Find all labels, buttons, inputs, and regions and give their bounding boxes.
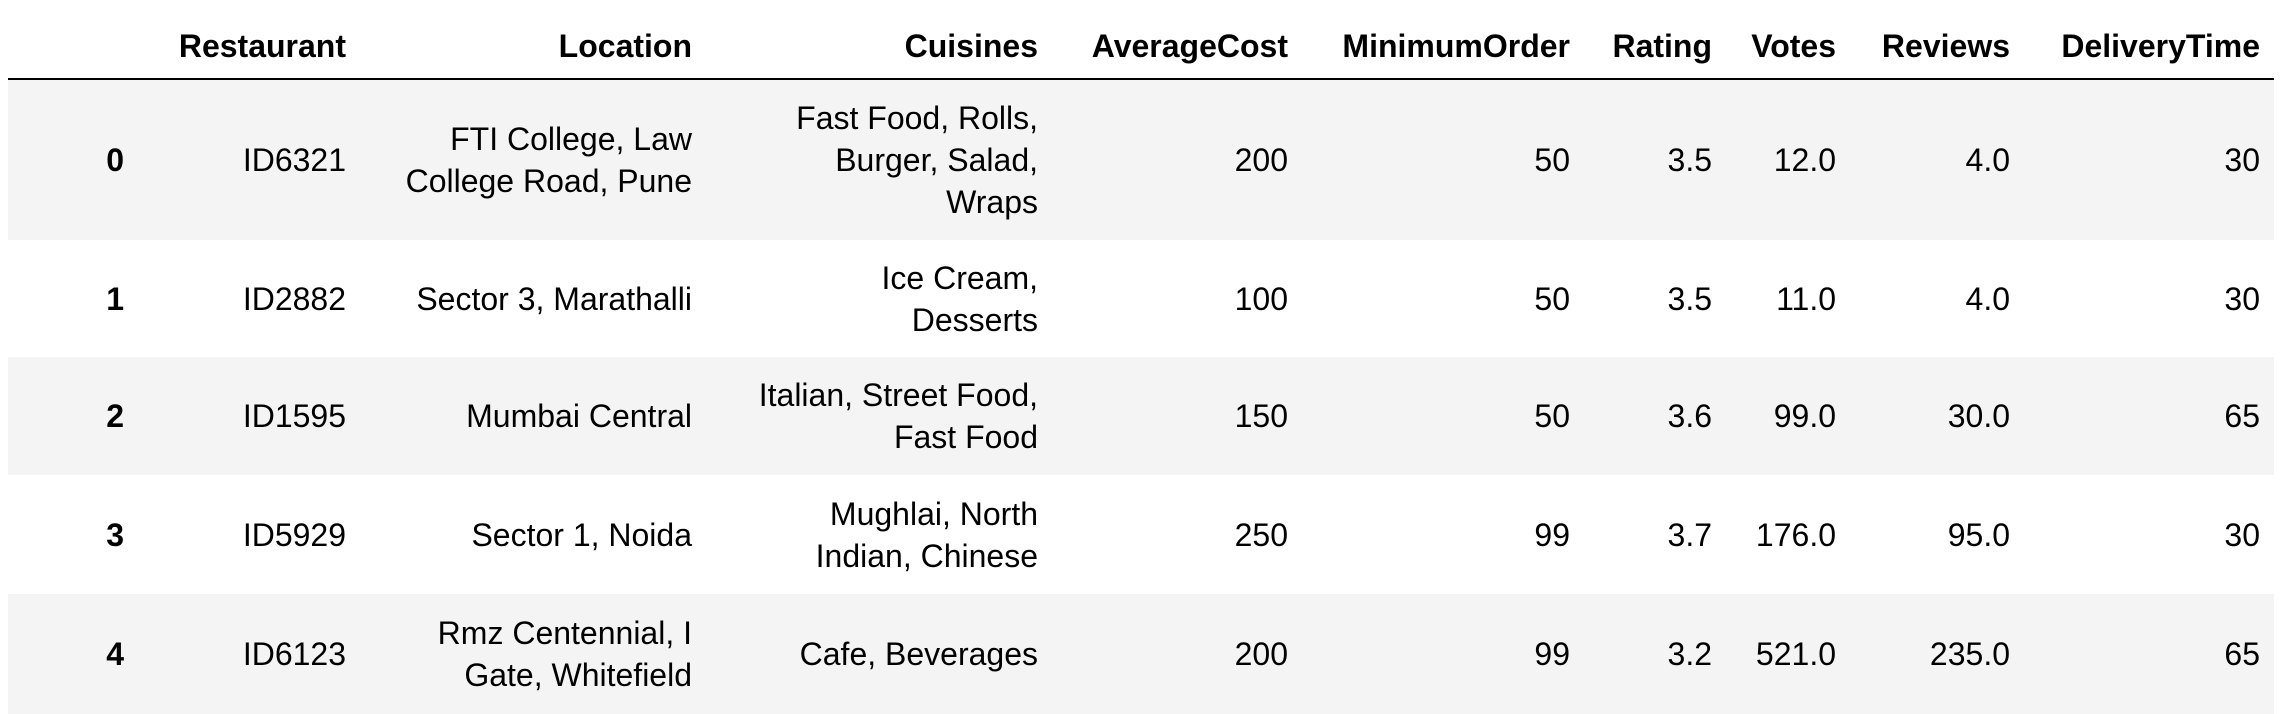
column-header-cuisines: Cuisines (706, 14, 1052, 80)
votes-cell: 99.0 (1773, 398, 1836, 434)
reviews-cell: 30.0 (1947, 398, 2010, 434)
restaurant-cell: ID2882 (242, 280, 346, 317)
location-cell: Mumbai Central (360, 357, 706, 475)
cuisines-line: Italian, Street Food, (758, 377, 1038, 413)
column-header-votes: Votes (1726, 14, 1850, 80)
location-line: Rmz Centennial, I (437, 615, 692, 651)
deliverytime-cell: 65 (2224, 636, 2260, 672)
cuisines-cell: Mughlai, North Indian, Chinese (706, 475, 1052, 594)
index-header (8, 14, 124, 80)
restaurant-cell: ID1595 (242, 398, 346, 434)
location-cell: Sector 1, Noida (360, 475, 706, 594)
cuisines-cell: Fast Food, Rolls, Burger, Salad, Wraps (706, 79, 1052, 240)
header-row: Restaurant Location Cuisines AverageCost… (8, 14, 2274, 80)
averagecost-cell: 200 (1234, 142, 1288, 178)
minimumorder-cell: 50 (1534, 280, 1570, 317)
averagecost-cell: 150 (1234, 398, 1288, 434)
table-row: 3 ID5929 Sector 1, Noida Mughlai, North I… (8, 475, 2274, 594)
cuisines-line: Ice Cream, (881, 259, 1038, 296)
votes-cell: 176.0 (1755, 516, 1836, 553)
reviews-cell: 4.0 (1965, 280, 2010, 317)
votes-cell: 12.0 (1773, 142, 1836, 178)
restaurant-cell: ID6123 (242, 636, 346, 672)
column-header-rating: Rating (1584, 14, 1726, 80)
row-index: 3 (106, 516, 124, 553)
minimumorder-cell: 99 (1534, 516, 1570, 553)
location-line: College Road, Pune (405, 163, 692, 199)
deliverytime-cell: 65 (2224, 398, 2260, 434)
restaurant-cell: ID5929 (242, 516, 346, 553)
rating-cell: 3.5 (1667, 280, 1712, 317)
cuisines-line: Burger, Salad, (835, 142, 1038, 178)
votes-cell: 11.0 (1776, 280, 1836, 317)
cuisines-line: Fast Food, Rolls, (796, 100, 1038, 136)
cuisines-cell: Ice Cream, Desserts (706, 240, 1052, 357)
averagecost-cell: 100 (1234, 280, 1288, 317)
cuisines-line: Fast Food (893, 419, 1038, 455)
location-cell: Sector 3, Marathalli (360, 240, 706, 357)
location-cell: Rmz Centennial, I Gate, Whitefield (360, 594, 706, 714)
cuisines-cell: Cafe, Beverages (706, 594, 1052, 714)
location-line: Sector 3, Marathalli (416, 280, 692, 317)
column-header-location: Location (360, 14, 706, 80)
restaurant-cell: ID6321 (242, 142, 346, 178)
reviews-cell: 4.0 (1965, 142, 2010, 178)
deliverytime-cell: 30 (2224, 142, 2260, 178)
rating-cell: 3.6 (1667, 398, 1712, 434)
reviews-cell: 235.0 (1929, 636, 2010, 672)
minimumorder-cell: 99 (1534, 636, 1570, 672)
minimumorder-cell: 50 (1534, 398, 1570, 434)
row-index: 0 (106, 142, 124, 178)
table-row: 1 ID2882 Sector 3, Marathalli Ice Cream,… (8, 240, 2274, 357)
reviews-cell: 95.0 (1947, 516, 2010, 553)
minimumorder-cell: 50 (1534, 142, 1570, 178)
column-header-restaurant: Restaurant (124, 14, 360, 80)
row-index: 2 (106, 398, 124, 434)
cuisines-line: Mughlai, North (829, 495, 1038, 532)
table-row: 0 ID6321 FTI College, Law College Road, P… (8, 79, 2274, 240)
cuisines-line: Cafe, Beverages (799, 636, 1038, 672)
cuisines-line: Desserts (911, 301, 1038, 338)
rating-cell: 3.5 (1667, 142, 1712, 178)
row-index: 4 (106, 636, 124, 672)
rating-cell: 3.7 (1667, 516, 1712, 553)
location-line: Sector 1, Noida (471, 516, 692, 553)
location-cell: FTI College, Law College Road, Pune (360, 79, 706, 240)
table-row: 4 ID6123 Rmz Centennial, I Gate, Whitefie… (8, 594, 2274, 714)
table-row: 2 ID1595 Mumbai Central Italian, Street … (8, 357, 2274, 475)
row-index: 1 (106, 280, 124, 317)
location-line: FTI College, Law (450, 121, 692, 157)
cuisines-line: Wraps (946, 184, 1038, 220)
cuisines-cell: Italian, Street Food, Fast Food (706, 357, 1052, 475)
averagecost-cell: 250 (1234, 516, 1288, 553)
deliverytime-cell: 30 (2224, 516, 2260, 553)
column-header-minimumorder: MinimumOrder (1302, 14, 1584, 80)
votes-cell: 521.0 (1755, 636, 1836, 672)
location-line: Gate, Whitefield (464, 657, 692, 693)
column-header-reviews: Reviews (1850, 14, 2024, 80)
location-line: Mumbai Central (466, 398, 692, 434)
averagecost-cell: 200 (1234, 636, 1288, 672)
column-header-deliverytime: DeliveryTime (2024, 14, 2274, 80)
data-table: Restaurant Location Cuisines AverageCost… (8, 14, 2274, 714)
column-header-averagecost: AverageCost (1052, 14, 1302, 80)
rating-cell: 3.2 (1667, 636, 1712, 672)
deliverytime-cell: 30 (2224, 280, 2260, 317)
cuisines-line: Indian, Chinese (815, 537, 1038, 574)
